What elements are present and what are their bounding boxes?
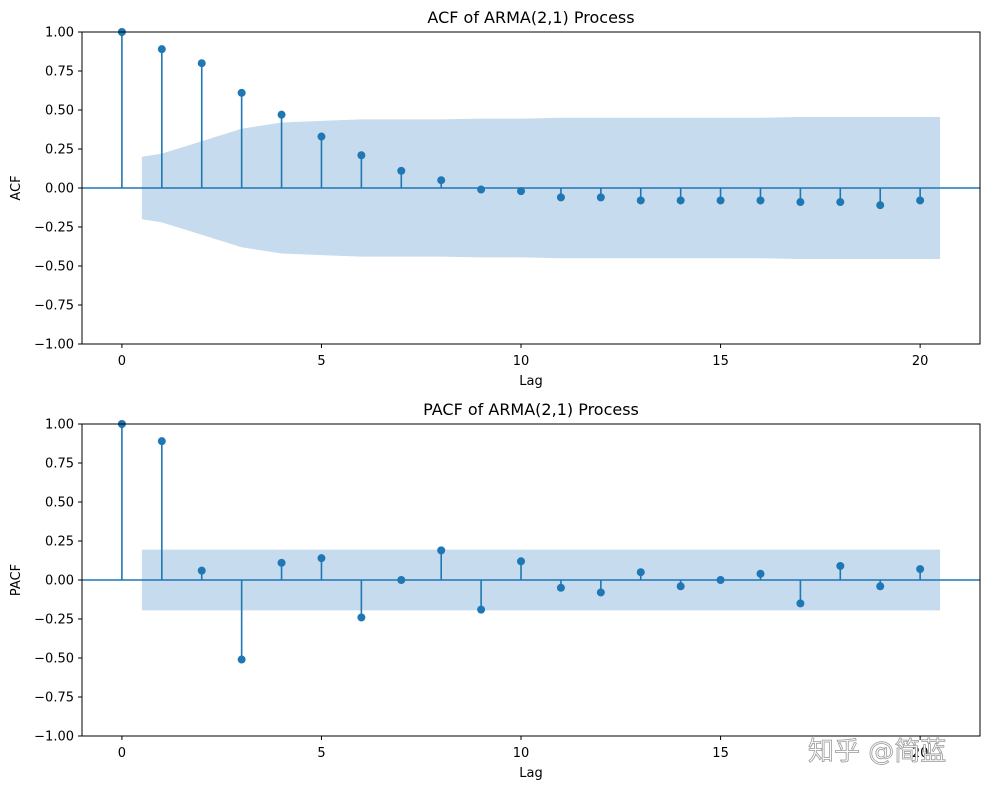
x-tick-label: 15 (712, 746, 729, 761)
x-tick-label: 10 (513, 746, 530, 761)
x-tick-label: 20 (912, 354, 929, 369)
x-axis-label: Lag (519, 374, 542, 389)
x-axis-label: Lag (519, 766, 542, 781)
marker-lag-10 (517, 187, 526, 196)
marker-lag-6 (357, 151, 366, 160)
marker-lag-6 (357, 613, 366, 622)
marker-lag-17 (796, 599, 805, 608)
marker-lag-7 (397, 166, 406, 175)
x-tick-label: 15 (712, 354, 729, 369)
y-tick-label: 0.75 (45, 65, 74, 80)
marker-lag-14 (676, 582, 685, 591)
y-tick-label: −0.75 (34, 691, 74, 706)
x-tick-label: 0 (118, 746, 126, 761)
y-tick-label: 0.50 (45, 496, 74, 511)
marker-lag-5 (317, 132, 326, 141)
marker-lag-18 (836, 198, 845, 207)
x-tick-label: 5 (317, 746, 325, 761)
marker-lag-15 (716, 196, 725, 205)
pacf-plot: 1.00 0.75 0.50 0.25 0.00 −0.25 −0.50 −0.75 −1.00… (9, 400, 981, 781)
marker-lag-8 (437, 546, 446, 555)
y-tick-label: 0.50 (45, 104, 74, 119)
marker-lag-5 (317, 554, 326, 563)
marker-lag-4 (277, 558, 286, 567)
marker-lag-12 (596, 193, 605, 202)
chart-title: ACF of ARMA(2,1) Process (427, 8, 634, 27)
marker-lag-19 (876, 582, 885, 591)
y-tick-label: −0.50 (34, 260, 74, 275)
y-axis-label: ACF (9, 175, 24, 200)
marker-lag-16 (756, 196, 765, 205)
x-tick-label: 10 (513, 354, 530, 369)
y-tick-label: 1.00 (45, 26, 74, 41)
marker-lag-15 (716, 576, 725, 584)
marker-lag-9 (477, 605, 486, 614)
y-axis-label: PACF (9, 564, 24, 596)
x-tick-label: 20 (912, 746, 929, 761)
y-tick-label: 0.25 (45, 535, 74, 550)
y-tick-label: 0.75 (45, 457, 74, 472)
marker-lag-16 (756, 569, 765, 578)
y-tick-label: −0.25 (34, 221, 74, 236)
marker-lag-3 (237, 88, 246, 97)
y-tick-label: −1.00 (34, 338, 74, 353)
marker-lag-4 (277, 110, 286, 119)
x-tick-label: 5 (317, 354, 325, 369)
marker-lag-13 (636, 196, 645, 205)
y-tick-label: 0.00 (45, 182, 74, 197)
marker-lag-14 (676, 196, 685, 205)
marker-lag-11 (556, 583, 565, 592)
y-tick-label: −0.25 (34, 613, 74, 628)
watermark: 知乎 @简蓝 (808, 737, 946, 767)
marker-lag-20 (916, 196, 925, 205)
marker-lag-2 (197, 59, 206, 68)
chart-title: PACF of ARMA(2,1) Process (423, 400, 639, 419)
x-tick-label: 0 (118, 354, 126, 369)
marker-lag-11 (556, 193, 565, 202)
marker-lag-18 (836, 561, 845, 570)
marker-lag-7 (397, 576, 406, 584)
y-tick-label: 0.25 (45, 143, 74, 158)
marker-lag-13 (636, 568, 645, 577)
marker-lag-19 (876, 201, 885, 210)
marker-lag-17 (796, 198, 805, 207)
marker-lag-3 (237, 655, 246, 664)
y-tick-label: −1.00 (34, 730, 74, 745)
y-tick-label: −0.50 (34, 652, 74, 667)
marker-lag-8 (437, 176, 446, 185)
marker-lag-10 (517, 557, 526, 566)
acf-plot: 1.00 0.75 0.50 0.25 0.00 −0.25 −0.50 −0.75 −1.00… (9, 8, 981, 389)
y-tick-label: 1.00 (45, 418, 74, 433)
marker-lag-20 (916, 565, 925, 574)
marker-lag-2 (197, 566, 206, 575)
marker-lag-1 (157, 45, 166, 54)
marker-lag-1 (157, 437, 166, 446)
y-tick-label: −0.75 (34, 299, 74, 314)
marker-lag-12 (596, 588, 605, 597)
marker-lag-9 (477, 185, 486, 194)
y-tick-label: 0.00 (45, 574, 74, 589)
